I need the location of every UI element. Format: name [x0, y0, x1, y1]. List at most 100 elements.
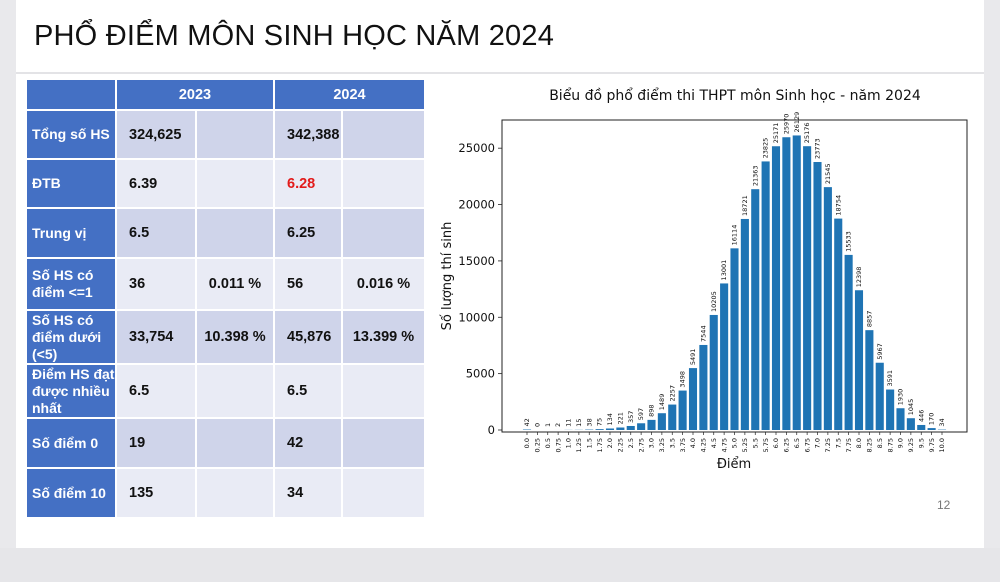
- chart-bar: [657, 413, 666, 430]
- percent-2024: 13.399 %: [341, 309, 426, 365]
- chart-bar: [647, 419, 656, 430]
- bar-value-label: 23773: [814, 138, 822, 159]
- bar-value-label: 5491: [689, 349, 697, 366]
- chart-bar: [927, 428, 936, 430]
- chart-bar: [730, 248, 739, 430]
- x-tick-label: 5.0: [731, 438, 739, 448]
- y-tick-label: 5000: [466, 367, 495, 381]
- y-tick-label: 10000: [458, 310, 495, 324]
- row-label: Số HS có điểm dưới (<5): [25, 309, 117, 365]
- value-2024: 56: [273, 257, 343, 311]
- table-row: Số điểm 0 19 42: [25, 417, 426, 469]
- percent-2023: [195, 109, 275, 160]
- y-tick-label: 25000: [458, 141, 495, 155]
- x-tick-label: 6.5: [793, 438, 801, 448]
- x-tick-label: 1.5: [585, 438, 593, 448]
- percent-2024: [341, 467, 426, 519]
- bar-value-label: 18754: [834, 195, 842, 216]
- table-row: Tổng số HS 324,625 342,388: [25, 109, 426, 160]
- x-tick-label: 5.25: [741, 438, 749, 452]
- bar-value-label: 597: [637, 408, 645, 420]
- chart-bar: [792, 135, 801, 430]
- bar-value-label: 8857: [865, 311, 873, 328]
- bar-value-label: 23825: [762, 138, 770, 159]
- x-axis: 0.0 0.25 0.5 0.75 1.0 1.25 1.5 1.75 2.0 2.25 2.5 2.…: [523, 432, 946, 452]
- x-tick-label: 7.5: [834, 438, 842, 448]
- bar-value-label: 2257: [668, 385, 676, 402]
- x-tick-label: 5.75: [762, 438, 770, 452]
- bar-value-label: 1930: [897, 389, 905, 406]
- bar-value-label: 15533: [845, 231, 853, 252]
- table-row: Trung vị 6.5 6.25: [25, 207, 426, 259]
- bar-value-label: 34: [938, 418, 946, 426]
- x-tick-label: 3.5: [668, 438, 676, 448]
- bar-value-label: 1: [544, 423, 552, 427]
- chart-bar: [595, 429, 604, 430]
- bar-value-label: 5967: [876, 343, 884, 360]
- chart-bar: [886, 389, 895, 430]
- x-tick-label: 8.5: [876, 438, 884, 448]
- x-tick-label: 1.25: [575, 438, 583, 452]
- bar-value-label: 221: [616, 412, 624, 424]
- value-2023: 6.39: [115, 158, 197, 209]
- x-tick-label: 1.0: [565, 438, 573, 448]
- bar-value-label: 3498: [679, 371, 687, 388]
- bar-value-label: 0: [533, 423, 541, 427]
- row-label: Số điểm 0: [25, 417, 117, 469]
- bar-value-label: 13001: [720, 260, 728, 281]
- x-tick-label: 3.25: [658, 438, 666, 452]
- percent-2024: 0.016 %: [341, 257, 426, 311]
- value-2024-highlight: 6.28: [273, 158, 343, 209]
- chart-bar: [720, 283, 729, 430]
- x-tick-label: 0.5: [544, 438, 552, 448]
- bar-value-label: 12398: [855, 267, 863, 288]
- chart-bar: [803, 146, 812, 430]
- chart-bar: [699, 344, 708, 430]
- row-label: ĐTB: [25, 158, 117, 209]
- percent-2023: [195, 417, 275, 469]
- chart-bar: [813, 162, 822, 430]
- table-row: Điểm HS đạt được nhiều nhất 6.5 6.5: [25, 363, 426, 419]
- chart-bar: [854, 290, 864, 430]
- chart-bar: [896, 408, 905, 430]
- x-tick-label: 3.75: [679, 438, 687, 452]
- bar-value-label: 21545: [824, 163, 832, 184]
- bar-value-label: 26129: [793, 112, 801, 133]
- bar-value-label: 446: [917, 410, 925, 422]
- value-2024: 42: [273, 417, 343, 469]
- table-row: Số HS có điểm <=1 36 0.011 % 56 0.016 %: [25, 257, 426, 311]
- x-tick-label: 9.75: [928, 438, 936, 452]
- chart-bar: [616, 427, 625, 430]
- chart-bar: [626, 425, 635, 430]
- x-tick-label: 8.0: [855, 438, 863, 448]
- year-2024-header: 2024: [273, 78, 426, 111]
- percent-2023: [195, 207, 275, 259]
- score-distribution-chart: Biểu đồ phổ điểm thi THPT môn Sinh học -…: [432, 78, 975, 478]
- chart-bar: [906, 418, 915, 430]
- chart-bar: [875, 362, 884, 430]
- percent-2024: [341, 417, 426, 469]
- table-header-row: 2023 2024: [25, 78, 426, 111]
- row-label: Điểm HS đạt được nhiều nhất: [25, 363, 117, 419]
- bar-value-label: 25176: [803, 123, 811, 144]
- value-2023: 19: [115, 417, 197, 469]
- x-tick-label: 9.0: [897, 438, 905, 448]
- chart-bar: [678, 390, 687, 430]
- x-tick-label: 9.25: [907, 438, 915, 452]
- value-2024: 34: [273, 467, 343, 519]
- x-tick-label: 2.25: [617, 438, 625, 452]
- chart-bar: [865, 330, 874, 430]
- chart-bar: [740, 218, 749, 430]
- row-label: Số điểm 10: [25, 467, 117, 519]
- x-tick-label: 4.0: [689, 438, 697, 448]
- chart-bar: [823, 187, 832, 430]
- bar-value-label: 1489: [658, 394, 666, 411]
- y-tick-label: 15000: [458, 254, 495, 268]
- x-tick-label: 0.25: [534, 438, 542, 452]
- bar-value-label: 42: [523, 418, 531, 426]
- bar-value-label: 357: [627, 411, 635, 423]
- bar-value-label: 1045: [907, 399, 915, 416]
- title-divider: [16, 72, 984, 74]
- x-tick-label: 7.0: [814, 438, 822, 448]
- bar-value-label: 2: [554, 423, 562, 427]
